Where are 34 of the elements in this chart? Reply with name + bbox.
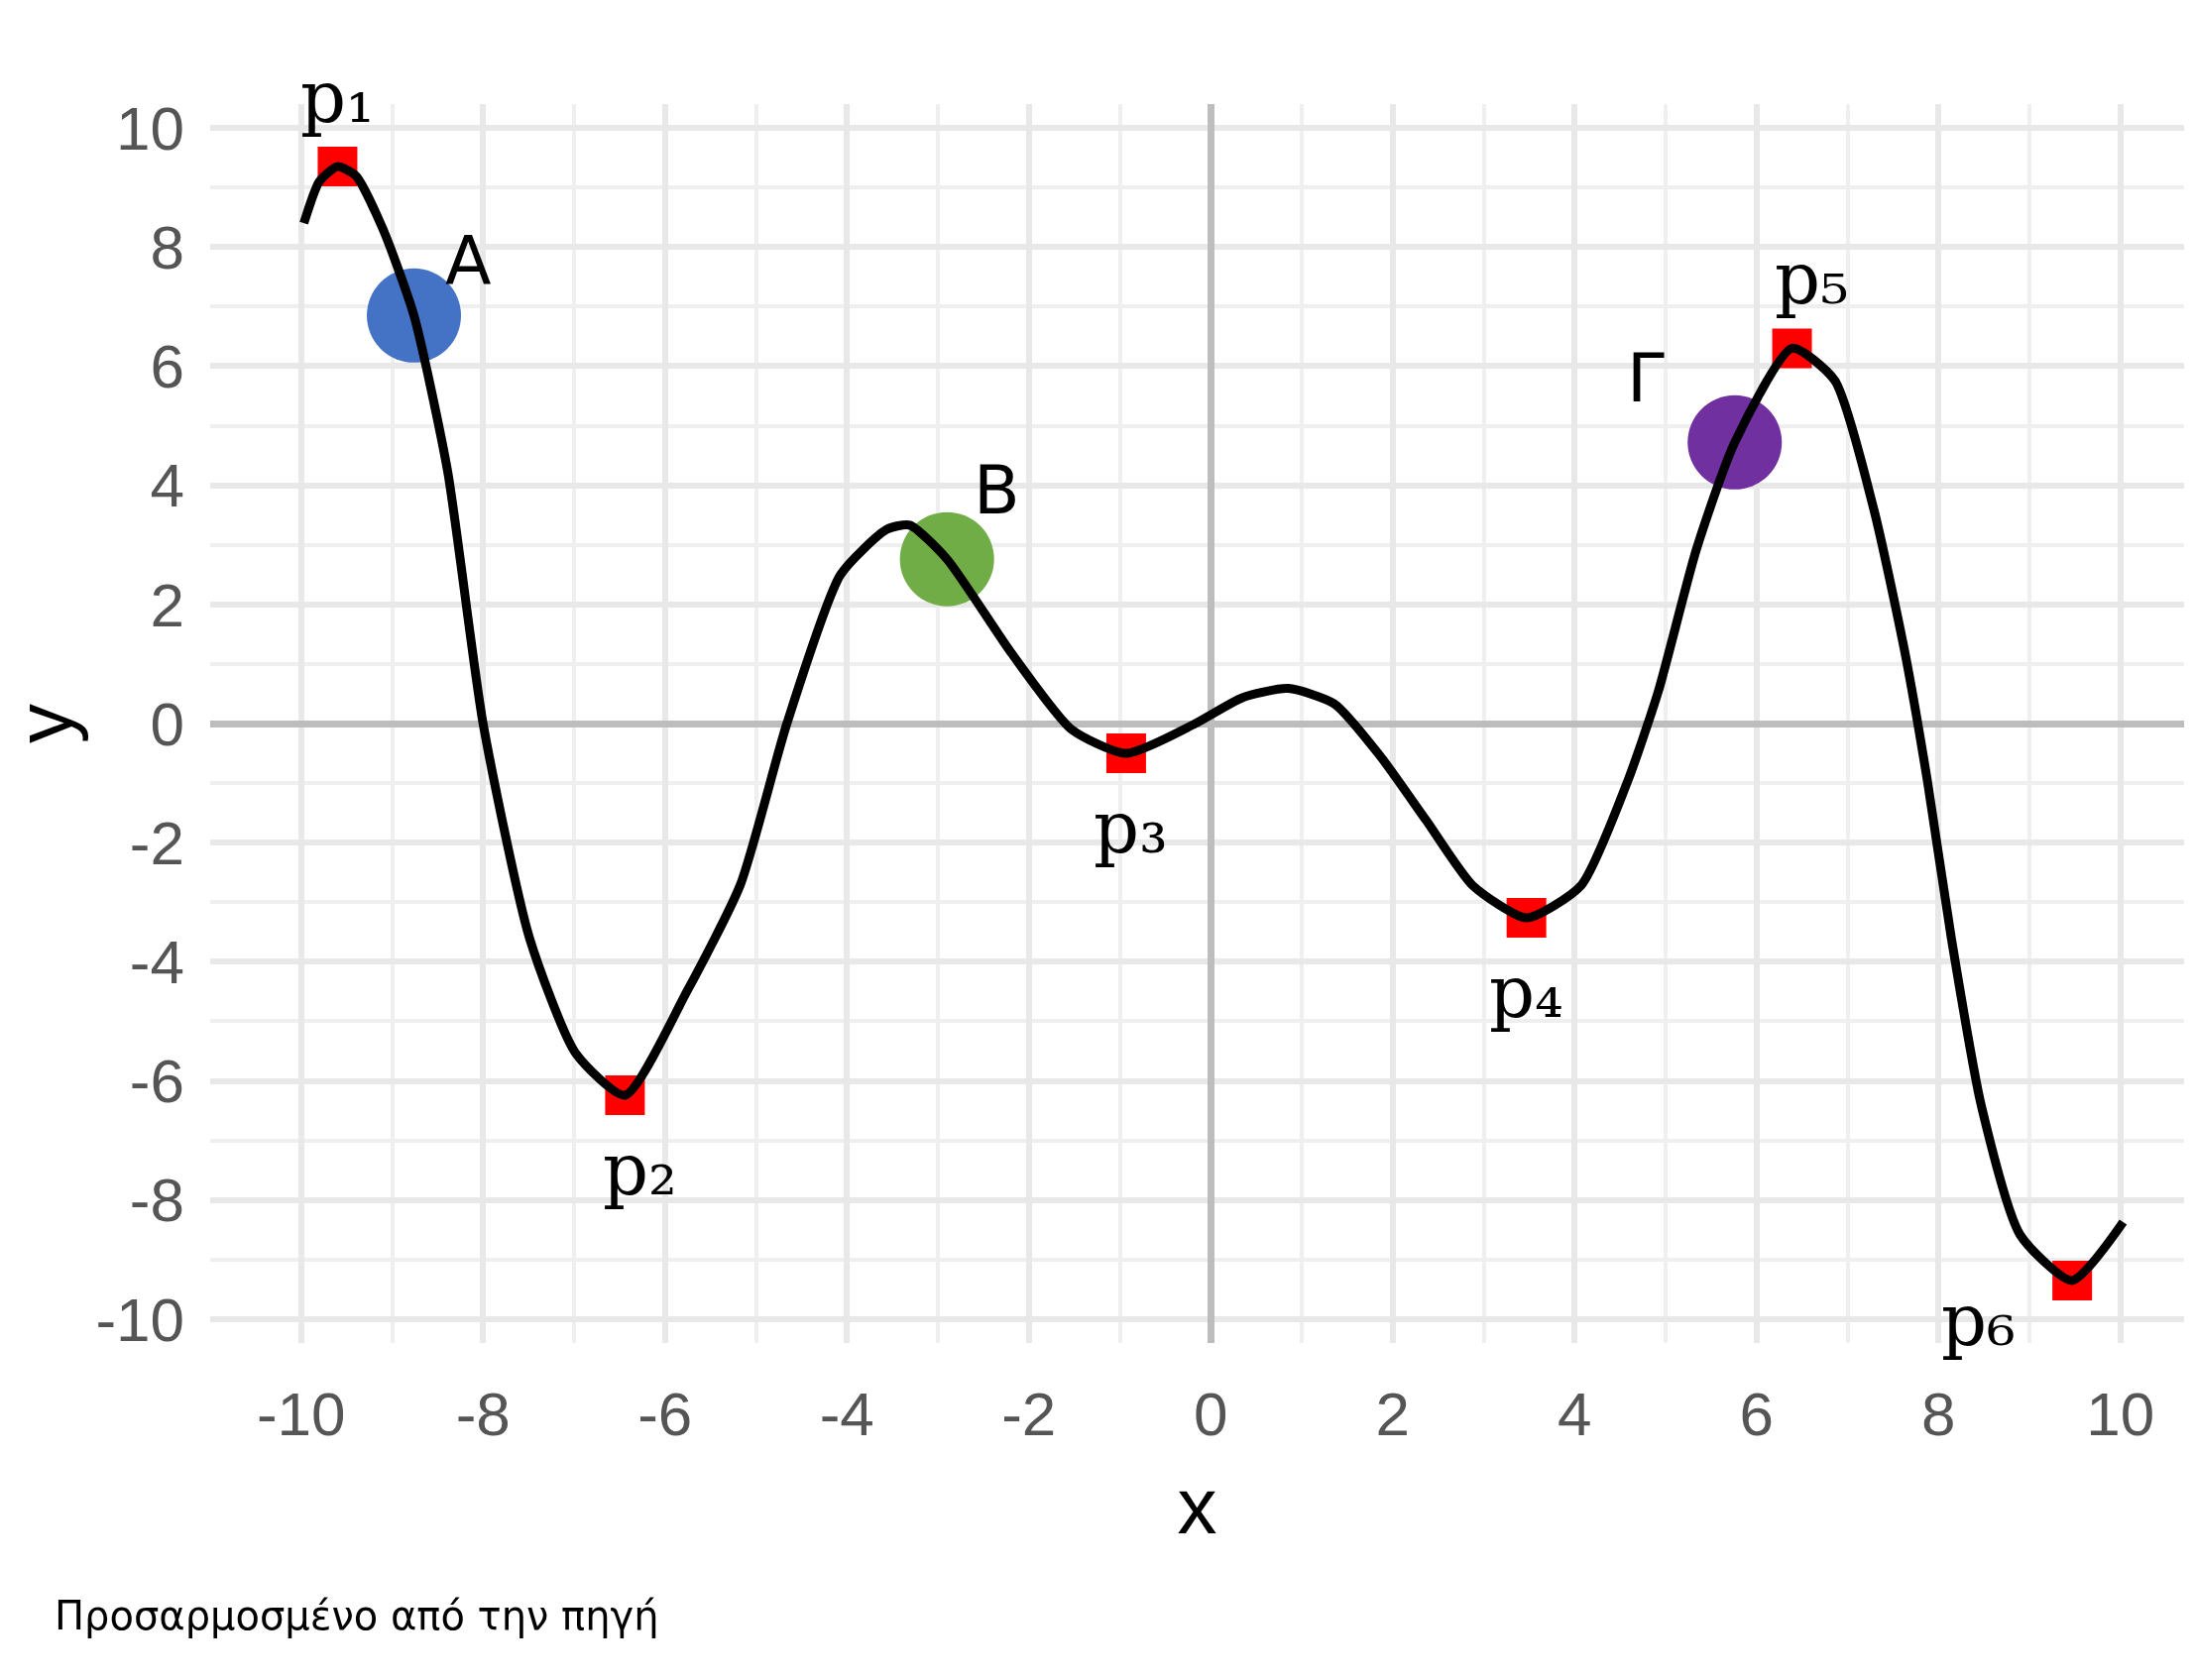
x-tick-label: 2: [1375, 1380, 1410, 1448]
x-tick-label: 8: [1921, 1380, 1956, 1448]
y-tick-label: 10: [116, 93, 184, 163]
data-label: p₂: [603, 1128, 677, 1211]
data-label: p₆: [1941, 1279, 2016, 1362]
data-label: A: [445, 222, 492, 300]
data-label: p₅: [1775, 237, 1849, 320]
y-tick-label: 4: [150, 451, 184, 520]
x-tick-label: 0: [1194, 1380, 1228, 1448]
x-tick-label: -4: [819, 1380, 874, 1448]
x-tick-label: -6: [637, 1380, 693, 1448]
y-tick-label: -2: [129, 808, 184, 877]
x-axis-title: x: [1177, 1461, 1217, 1550]
y-tick-label: -8: [129, 1166, 184, 1235]
y-tick-label: 8: [150, 212, 184, 281]
x-tick-label: -8: [455, 1380, 511, 1448]
y-tick-label: -4: [129, 928, 184, 997]
data-label: Γ: [1627, 339, 1665, 417]
y-tick-label: -6: [129, 1047, 184, 1116]
y-axis-title: y: [0, 704, 88, 743]
x-tick-label: 10: [2086, 1380, 2155, 1448]
y-tick-label: 6: [150, 332, 184, 401]
data-label: p₁: [300, 56, 375, 139]
data-label: p₃: [1094, 786, 1168, 869]
y-tick-label: 2: [150, 570, 184, 639]
y-tick-label: -10: [95, 1285, 184, 1354]
y-tick-label: 0: [150, 689, 184, 758]
x-tick-label: -2: [1001, 1380, 1057, 1448]
x-tick-label: 6: [1739, 1380, 1775, 1448]
x-tick-label: -10: [256, 1380, 346, 1448]
data-label: B: [974, 451, 1020, 529]
text: Προσαρμοσμένο από την πηγή: [55, 1593, 659, 1638]
x-tick-label: 4: [1558, 1380, 1592, 1448]
data-label: p₄: [1489, 951, 1563, 1034]
